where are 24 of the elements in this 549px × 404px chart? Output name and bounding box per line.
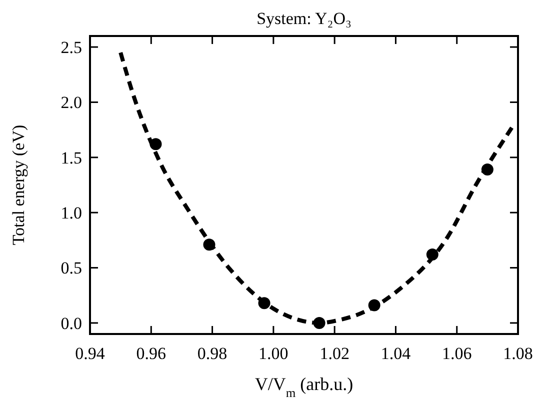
x-tick-label: 1.00	[258, 344, 288, 363]
y-tick-label: 2.5	[60, 38, 82, 57]
x-tick-label: 1.04	[380, 344, 412, 363]
chart-title: System: Y₂O₃	[256, 9, 352, 28]
x-tick-label: 0.98	[197, 344, 228, 363]
point	[150, 138, 162, 150]
y-axis-title: Total energy (eV)	[9, 124, 28, 246]
y-tick-label: 0.0	[60, 314, 82, 333]
x-tick-label: 0.94	[75, 344, 106, 363]
point	[368, 299, 380, 312]
x-tick-label: 1.02	[320, 344, 350, 363]
point	[203, 238, 216, 251]
y-tick-label: 1.5	[60, 148, 82, 168]
point	[426, 248, 438, 261]
x-tick-label: 1.08	[503, 344, 533, 363]
y-tick-label: 0.5	[60, 258, 82, 278]
x-tick-label: 1.06	[442, 344, 472, 363]
x-axis-title: V/V$_{m}$ (arb.u.)	[254, 374, 354, 400]
y-tick-label: 1.0	[60, 204, 82, 223]
point	[313, 316, 326, 329]
y-tick-label: 2.0	[60, 93, 82, 112]
x-tick-label: 0.96	[136, 344, 166, 363]
point	[258, 297, 270, 310]
point	[481, 164, 494, 176]
